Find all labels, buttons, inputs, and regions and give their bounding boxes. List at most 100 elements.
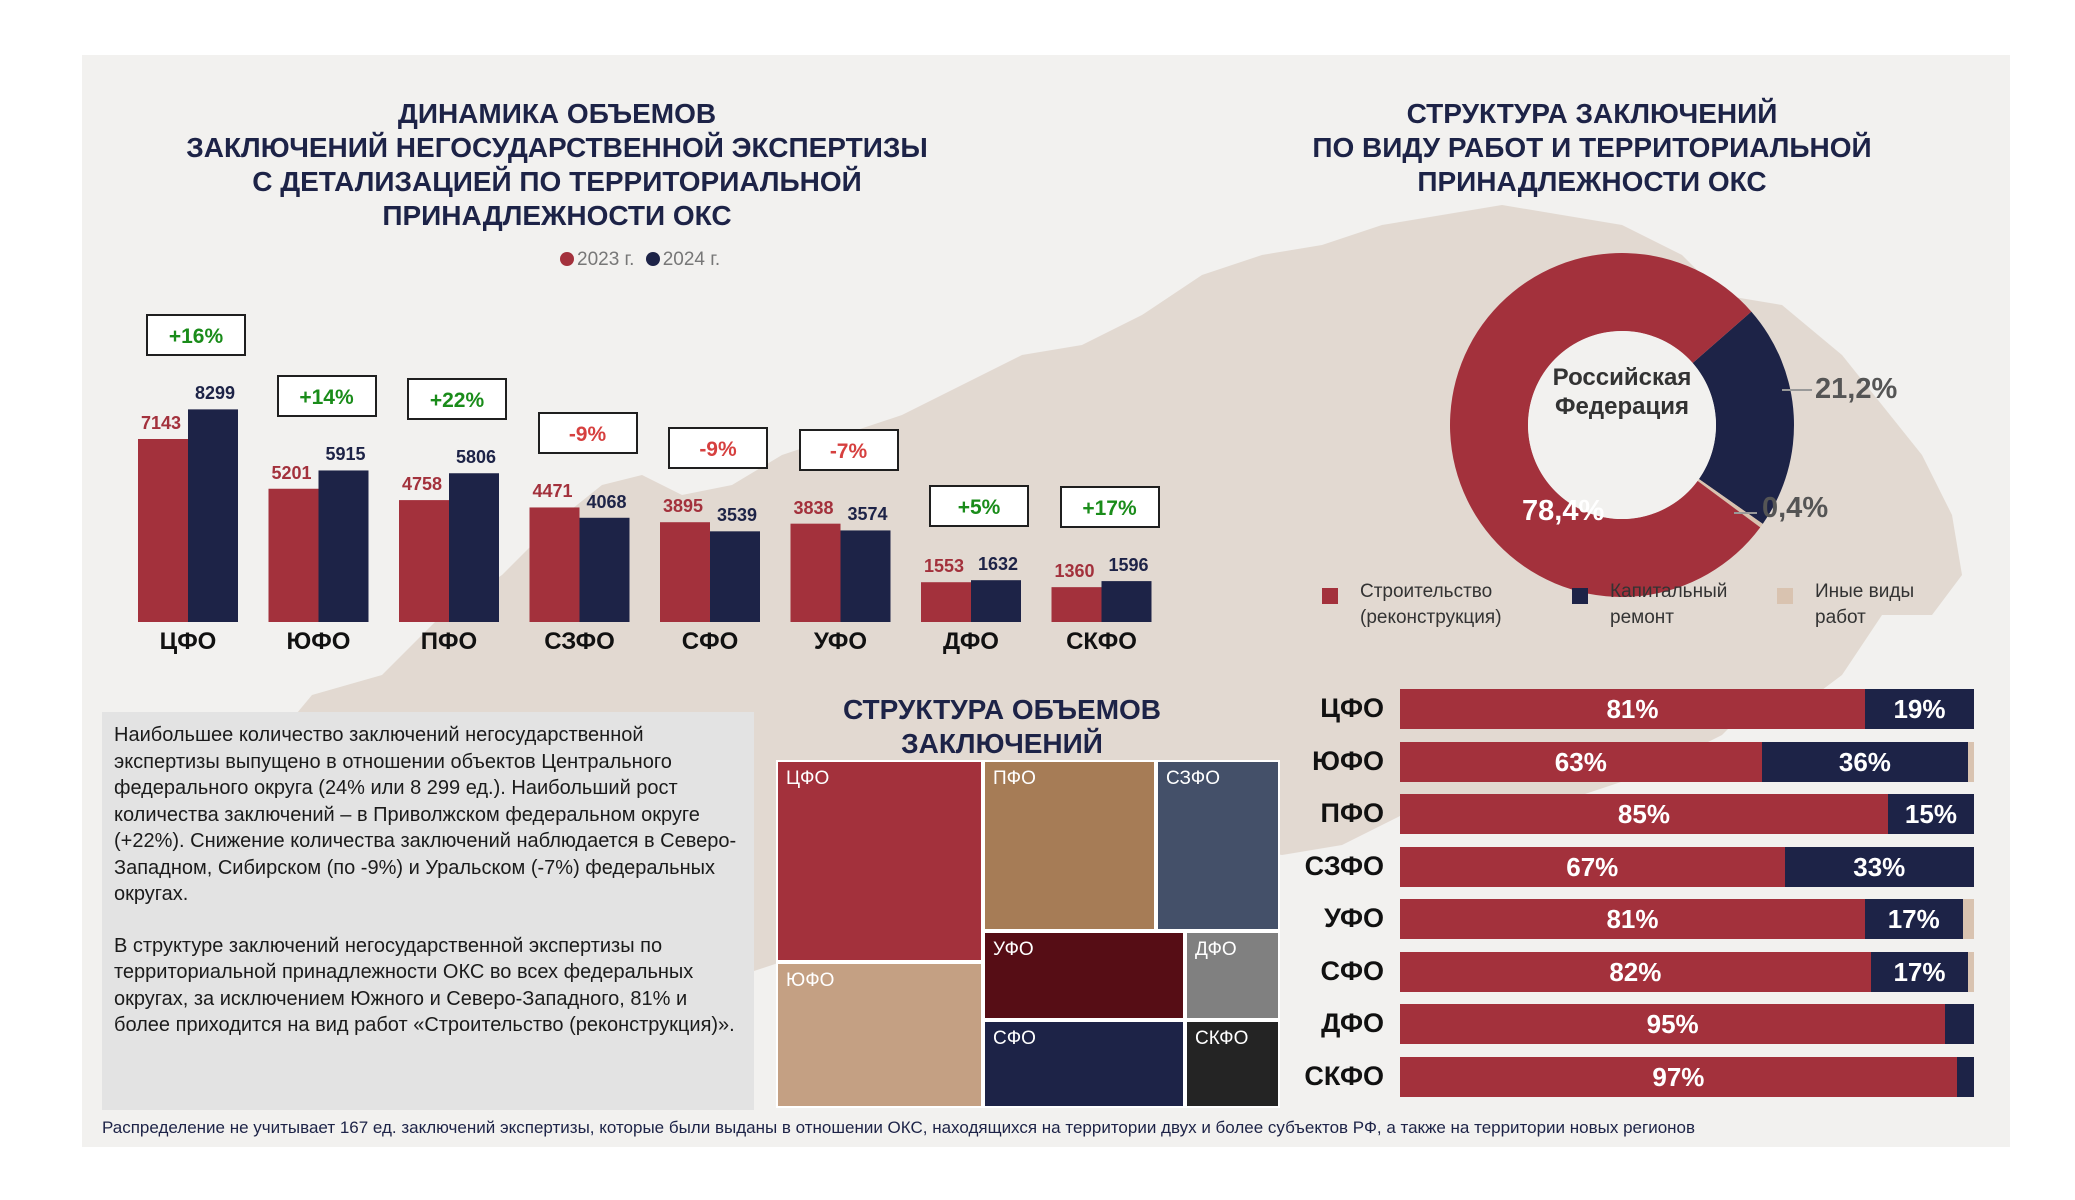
hbar-segment-СФО-1: 17% <box>1870 951 1969 992</box>
bar-value-ЮФО-2024: 5915 <box>325 444 366 465</box>
bar-value-СЗФО-2024: 4068 <box>586 491 627 512</box>
change-box-УФО: -7% <box>798 428 899 471</box>
summary-paragraph-2: В структуре заключений негосударственной… <box>114 934 735 1037</box>
bar-СЗФО-2024 <box>579 517 630 622</box>
bar-category-ПФО: ПФО <box>420 628 478 655</box>
hbar-category-ДФО: ДФО <box>1321 1008 1384 1038</box>
bar-category-СКФО: СКФО <box>1066 628 1137 655</box>
bar-ДФО-2024 <box>971 580 1021 622</box>
hbar-segment-СФО-2 <box>1968 951 1974 992</box>
bar-value-ПФО-2024: 5806 <box>455 447 497 468</box>
treemap-cell-УФО: УФО <box>983 931 1185 1020</box>
hbar-segment-СКФО-1 <box>1956 1056 1974 1097</box>
treemap-cell-СКФО: СКФО <box>1185 1020 1280 1108</box>
donut-slice-construction <box>1450 253 1761 598</box>
legend-other-swatch <box>1777 588 1793 604</box>
bar-ПФО-2024 <box>449 473 499 622</box>
bar-value-УФО-2023: 3838 <box>793 497 834 518</box>
bar-СФО-2023 <box>660 522 710 622</box>
hbar-segment-УФО-1: 17% <box>1864 899 1963 939</box>
legend-2024-dot <box>645 252 660 266</box>
hbar-segment-ПФО-1: 15% <box>1887 794 1974 834</box>
bar-chart-2023-2024 <box>138 409 1152 622</box>
bar-value-ЦФО-2023: 7143 <box>140 412 182 433</box>
summary-note: Наибольшее количество заключений негосуд… <box>102 712 754 1110</box>
hbar-segment-СЗФО-0: 67% <box>1400 846 1785 887</box>
donut-chart <box>1450 253 1794 598</box>
hbar-segment-УФО-2 <box>1962 899 1974 939</box>
bar-value-СКФО-2023: 1360 <box>1054 561 1095 582</box>
bar-category-СЗФО: СЗФО <box>544 628 615 655</box>
hbar-category-СЗФО: СЗФО <box>1304 850 1384 881</box>
hbar-segment-СКФО-0: 97% <box>1400 1056 1957 1097</box>
hbar-category-ЦФО: ЦФО <box>1320 693 1384 723</box>
hbar-segment-УФО-0: 81% <box>1400 899 1865 939</box>
hbar-segment-ПФО-0: 85% <box>1400 794 1888 834</box>
donut-label-repair: 21,2% <box>1815 373 1898 405</box>
bar-УФО-2023 <box>790 523 841 622</box>
hbar-segment-ЮФО-0: 63% <box>1400 741 1762 782</box>
change-box-СКФО: +17% <box>1059 486 1160 529</box>
change-box-ДФО: +5% <box>929 485 1029 528</box>
bar-ЦФО-2024 <box>188 409 238 622</box>
treemap-cell-ЦФО: ЦФО <box>776 760 983 962</box>
bar-category-ДФО: ДФО <box>943 628 999 655</box>
right-chart-title: СТРУКТУРА ЗАКЛЮЧЕНИЙ ПО ВИДУ РАБОТ И ТЕР… <box>1312 98 1872 197</box>
legend-other: Иные виды работ <box>1815 581 1915 628</box>
bar-УФО-2024 <box>840 530 891 622</box>
bar-value-СЗФО-2023: 4471 <box>532 481 573 502</box>
infographic-panel: ДИНАМИКА ОБЪЕМОВ ЗАКЛЮЧЕНИЙ НЕГОСУДАРСТВ… <box>82 55 2010 1147</box>
bar-value-СКФО-2024: 1596 <box>1108 555 1149 576</box>
left-chart-legend: 2023 г. 2024 г. <box>560 249 720 271</box>
treemap-cell-СЗФО: СЗФО <box>1156 760 1280 931</box>
donut-leader-lines <box>1734 389 1812 514</box>
change-box-СЗФО: -9% <box>537 412 638 455</box>
change-box-СФО: -9% <box>668 427 768 470</box>
treemap-cell-СФО: СФО <box>983 1020 1185 1108</box>
bar-СЗФО-2023 <box>529 507 580 622</box>
bar-category-СФО: СФО <box>681 628 739 655</box>
bar-category-УФО: УФО <box>813 628 868 655</box>
bar-СФО-2024 <box>710 531 760 622</box>
bar-ЮФО-2024 <box>318 470 369 622</box>
bar-value-ПФО-2023: 4758 <box>401 474 443 495</box>
hbar-segment-ДФО-0: 95% <box>1400 1004 1946 1044</box>
bar-category-ЮФО: ЮФО <box>286 628 351 655</box>
legend-construction: Строительство (реконструкция) <box>1360 581 1502 628</box>
hbar-category-УФО: УФО <box>1324 903 1384 933</box>
bar-value-СФО-2023: 3895 <box>662 496 704 517</box>
hbar-segment-ЮФО-1: 36% <box>1761 741 1969 782</box>
footer-note: Распределение не учитывает 167 ед. заклю… <box>102 1118 1696 1137</box>
bar-category-ЦФО: ЦФО <box>159 628 217 655</box>
bar-СКФО-2023 <box>1051 587 1102 622</box>
treemap-cell-ЮФО: ЮФО <box>776 962 983 1108</box>
left-chart-title: ДИНАМИКА ОБЪЕМОВ ЗАКЛЮЧЕНИЙ НЕГОСУДАРСТВ… <box>186 98 928 231</box>
legend-repair-swatch <box>1572 588 1588 604</box>
hbar-segment-ДФО-1 <box>1945 1004 1974 1044</box>
summary-paragraph-1: Наибольшее количество заключений негосуд… <box>114 724 737 905</box>
bar-СКФО-2024 <box>1101 581 1152 622</box>
legend-construction-swatch <box>1322 588 1338 604</box>
change-box-ЮФО: +14% <box>276 375 377 418</box>
legend-repair: Капитальный ремонт <box>1610 581 1728 628</box>
bar-ДФО-2023 <box>921 582 971 622</box>
hbar-category-ЮФО: ЮФО <box>1312 745 1384 776</box>
donut-label-construction: 78,4% <box>1522 495 1605 527</box>
hbar-segment-ЦФО-0: 81% <box>1400 689 1865 729</box>
donut-slice-other <box>1697 479 1763 528</box>
treemap-cell-ДФО: ДФО <box>1185 931 1280 1020</box>
bar-value-ЦФО-2024: 8299 <box>194 383 236 404</box>
donut-hole <box>1528 331 1716 519</box>
hbar-category-ПФО: ПФО <box>1320 798 1384 828</box>
treemap-title: СТРУКТУРА ОБЪЕМОВ ЗАКЛЮЧЕНИЙ <box>842 694 1162 759</box>
hbar-category-СКФО: СКФО <box>1304 1060 1384 1091</box>
hbar-segment-СФО-0: 82% <box>1400 951 1871 992</box>
donut-slice-repair <box>1692 311 1794 524</box>
bar-ЦФО-2023 <box>138 438 188 622</box>
hbar-category-СФО: СФО <box>1320 955 1384 986</box>
bar-value-ЮФО-2023: 5201 <box>271 462 312 483</box>
bar-value-УФО-2024: 3574 <box>847 504 888 525</box>
bar-ЮФО-2023 <box>268 488 319 622</box>
legend-2023-dot <box>560 252 574 266</box>
bar-value-ДФО-2023: 1553 <box>923 556 965 577</box>
